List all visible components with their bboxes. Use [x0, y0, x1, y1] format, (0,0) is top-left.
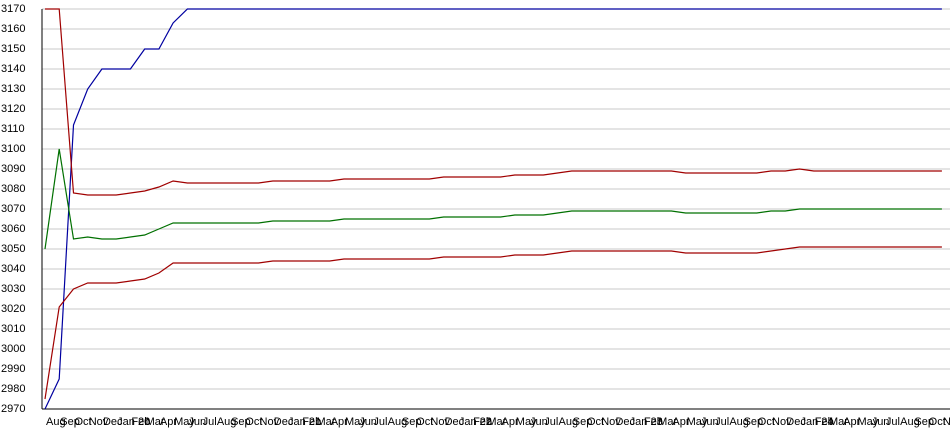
x-tick-label: Jul — [715, 416, 729, 428]
y-tick-label: 3050 — [1, 243, 25, 255]
x-tick-label: Jan 21 — [288, 416, 321, 428]
x-tick-label: Oct — [245, 416, 262, 428]
x-tick-label: Oct — [74, 416, 91, 428]
x-tick-label: Aug — [217, 416, 237, 428]
y-tick-label: 3020 — [1, 303, 25, 315]
y-tick-label: 3100 — [1, 143, 25, 155]
x-tick-label: Aug — [388, 416, 408, 428]
x-tick-label: Jan 22 — [459, 416, 492, 428]
x-tick-label: Jan 24 — [801, 416, 834, 428]
y-tick-label: 3120 — [1, 103, 25, 115]
x-tick-label: Apr — [160, 416, 177, 428]
x-tick-label: Jun — [359, 416, 377, 428]
x-tick-label: Dec — [274, 416, 294, 428]
x-tick-label: Feb — [302, 416, 321, 428]
y-tick-label: 3030 — [1, 283, 25, 295]
x-tick-label: Jul — [373, 416, 387, 428]
x-tick-label: Jun — [872, 416, 890, 428]
y-tick-label: 3070 — [1, 203, 25, 215]
x-tick-label: Jun — [530, 416, 548, 428]
x-tick-label: Nov — [260, 416, 280, 428]
x-tick-label: Aug — [729, 416, 749, 428]
x-tick-label: Sep — [573, 416, 593, 428]
x-tick-label: Oct — [587, 416, 604, 428]
x-tick-label: Mar — [316, 416, 335, 428]
y-tick-label: 3010 — [1, 323, 25, 335]
x-tick-label: May — [516, 416, 537, 428]
x-tick-label: Oct — [416, 416, 433, 428]
x-tick-label: Mar — [829, 416, 848, 428]
x-tick-label: Oct — [758, 416, 775, 428]
x-tick-label: Feb — [815, 416, 834, 428]
x-tick-label: Oct — [929, 416, 946, 428]
x-tick-label: Nov — [430, 416, 450, 428]
y-tick-label: 3140 — [1, 63, 25, 75]
y-tick-label: 3110 — [1, 123, 25, 135]
x-tick-label: Jul — [203, 416, 217, 428]
x-tick-label: Dec — [615, 416, 635, 428]
x-tick-label: Jan 23 — [630, 416, 663, 428]
x-tick-label: Mar — [658, 416, 677, 428]
x-tick-label: Sep — [914, 416, 934, 428]
y-tick-label: 3160 — [1, 23, 25, 35]
x-tick-label: Aug — [559, 416, 579, 428]
x-tick-label: May — [174, 416, 195, 428]
x-tick-label: Apr — [502, 416, 519, 428]
series-line — [44, 246, 942, 400]
x-tick-label: Aug — [46, 416, 66, 428]
x-tick-label: May — [687, 416, 708, 428]
x-tick-label: Sep — [744, 416, 764, 428]
series-line — [45, 8, 942, 196]
x-tick-label: Aug — [900, 416, 920, 428]
x-tick-label: Dec — [445, 416, 465, 428]
y-tick-label: 3000 — [1, 343, 25, 355]
x-tick-label: Dec — [103, 416, 123, 428]
x-tick-label: Jun — [701, 416, 719, 428]
y-tick-label: 2970 — [1, 403, 25, 415]
y-tick-label: 3090 — [1, 163, 25, 175]
x-tick-label: Mar — [487, 416, 506, 428]
x-tick-label: May — [345, 416, 366, 428]
y-tick-label: 3150 — [1, 43, 25, 55]
x-tick-label: May — [857, 416, 878, 428]
x-tick-label: Nov — [89, 416, 109, 428]
series-line — [44, 148, 942, 250]
x-tick-label: Dec — [786, 416, 806, 428]
x-tick-label: Nov — [943, 416, 950, 428]
x-tick-label: Feb — [131, 416, 150, 428]
x-tick-label: Sep — [402, 416, 422, 428]
x-tick-label: Sep — [60, 416, 80, 428]
x-tick-label: Apr — [843, 416, 860, 428]
x-tick-label: Mar — [146, 416, 165, 428]
x-tick-label: Feb — [644, 416, 663, 428]
x-tick-label: Apr — [672, 416, 689, 428]
x-tick-label: Sep — [231, 416, 251, 428]
y-tick-label: 3080 — [1, 183, 25, 195]
x-tick-label: Feb — [473, 416, 492, 428]
y-tick-label: 3060 — [1, 223, 25, 235]
x-tick-label: Jan 20 — [117, 416, 150, 428]
x-tick-label: Jul — [886, 416, 900, 428]
y-tick-label: 3040 — [1, 263, 25, 275]
y-tick-label: 3130 — [1, 83, 25, 95]
x-tick-label: Apr — [331, 416, 348, 428]
x-tick-label: Nov — [601, 416, 621, 428]
y-tick-label: 3170 — [1, 3, 25, 15]
y-tick-label: 2980 — [1, 383, 25, 395]
x-tick-label: Jul — [544, 416, 558, 428]
x-tick-label: Nov — [772, 416, 792, 428]
x-tick-label: Jun — [188, 416, 206, 428]
series-line — [44, 8, 942, 410]
y-tick-label: 2990 — [1, 363, 25, 375]
